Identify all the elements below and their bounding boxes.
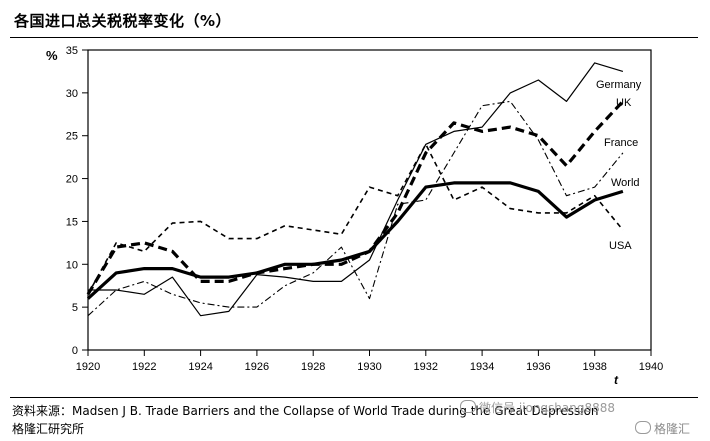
brand-logo-icon	[635, 421, 651, 434]
wechat-watermark: 微信号 jiongshang8888	[460, 399, 615, 416]
series-label-world: World	[611, 177, 640, 189]
x-axis-label: t	[614, 373, 619, 387]
chart-axes: 0 5 10 15 20 25 30 35 1920 1922 1924 1926 1928 1930 19…	[46, 45, 663, 387]
x-tick-label: 1924	[188, 361, 212, 373]
series-line-uk	[86, 100, 625, 296]
y-axis-label: %	[46, 48, 58, 63]
x-tick-label: 1930	[357, 361, 381, 373]
chart-series	[86, 62, 625, 317]
series-line-world	[86, 181, 624, 300]
y-tick-label: 35	[66, 45, 78, 57]
series-label-uk: UK	[616, 97, 632, 109]
x-tick-label: 1936	[526, 361, 550, 373]
y-tick-label: 30	[66, 88, 78, 100]
series-labels: Germany UK France World USA	[596, 79, 642, 252]
x-tick-label: 1934	[470, 361, 494, 373]
x-tick-label: 1926	[245, 361, 269, 373]
source-note: 资料来源：Madsen J B. Trade Barriers and the …	[12, 404, 599, 436]
series-line-germany	[88, 62, 624, 317]
y-tick-label: 5	[72, 302, 78, 314]
y-tick-label: 15	[66, 216, 78, 228]
wechat-watermark-text: 微信号 jiongshang8888	[479, 401, 616, 415]
series-label-france: France	[604, 137, 638, 149]
x-tick-label: 1928	[301, 361, 325, 373]
x-tick-label: 1922	[132, 361, 156, 373]
series-label-germany: Germany	[596, 79, 642, 91]
x-tick-label: 1920	[76, 361, 100, 373]
y-tick-label: 0	[72, 345, 78, 357]
x-tick-label: 1932	[414, 361, 438, 373]
plot-frame	[87, 49, 652, 351]
brand-watermark: 格隆汇	[635, 420, 690, 437]
wechat-icon	[460, 400, 476, 413]
series-label-usa: USA	[609, 240, 632, 252]
chart-title: 各国进口总关税税率变化（%）	[14, 12, 232, 30]
y-tick-label: 25	[66, 131, 78, 143]
x-tick-label: 1938	[582, 361, 606, 373]
series-line-france	[87, 100, 624, 317]
tariff-line-chart: 0 5 10 15 20 25 30 35 1920 1922 1924 1926 1928 1930 19…	[46, 45, 663, 387]
x-tick-label: 1940	[639, 361, 663, 373]
header-divider	[10, 37, 698, 38]
y-tick-label: 20	[66, 174, 78, 186]
footer-divider	[10, 397, 698, 398]
y-tick-label: 10	[66, 259, 78, 271]
brand-watermark-text: 格隆汇	[654, 422, 691, 436]
